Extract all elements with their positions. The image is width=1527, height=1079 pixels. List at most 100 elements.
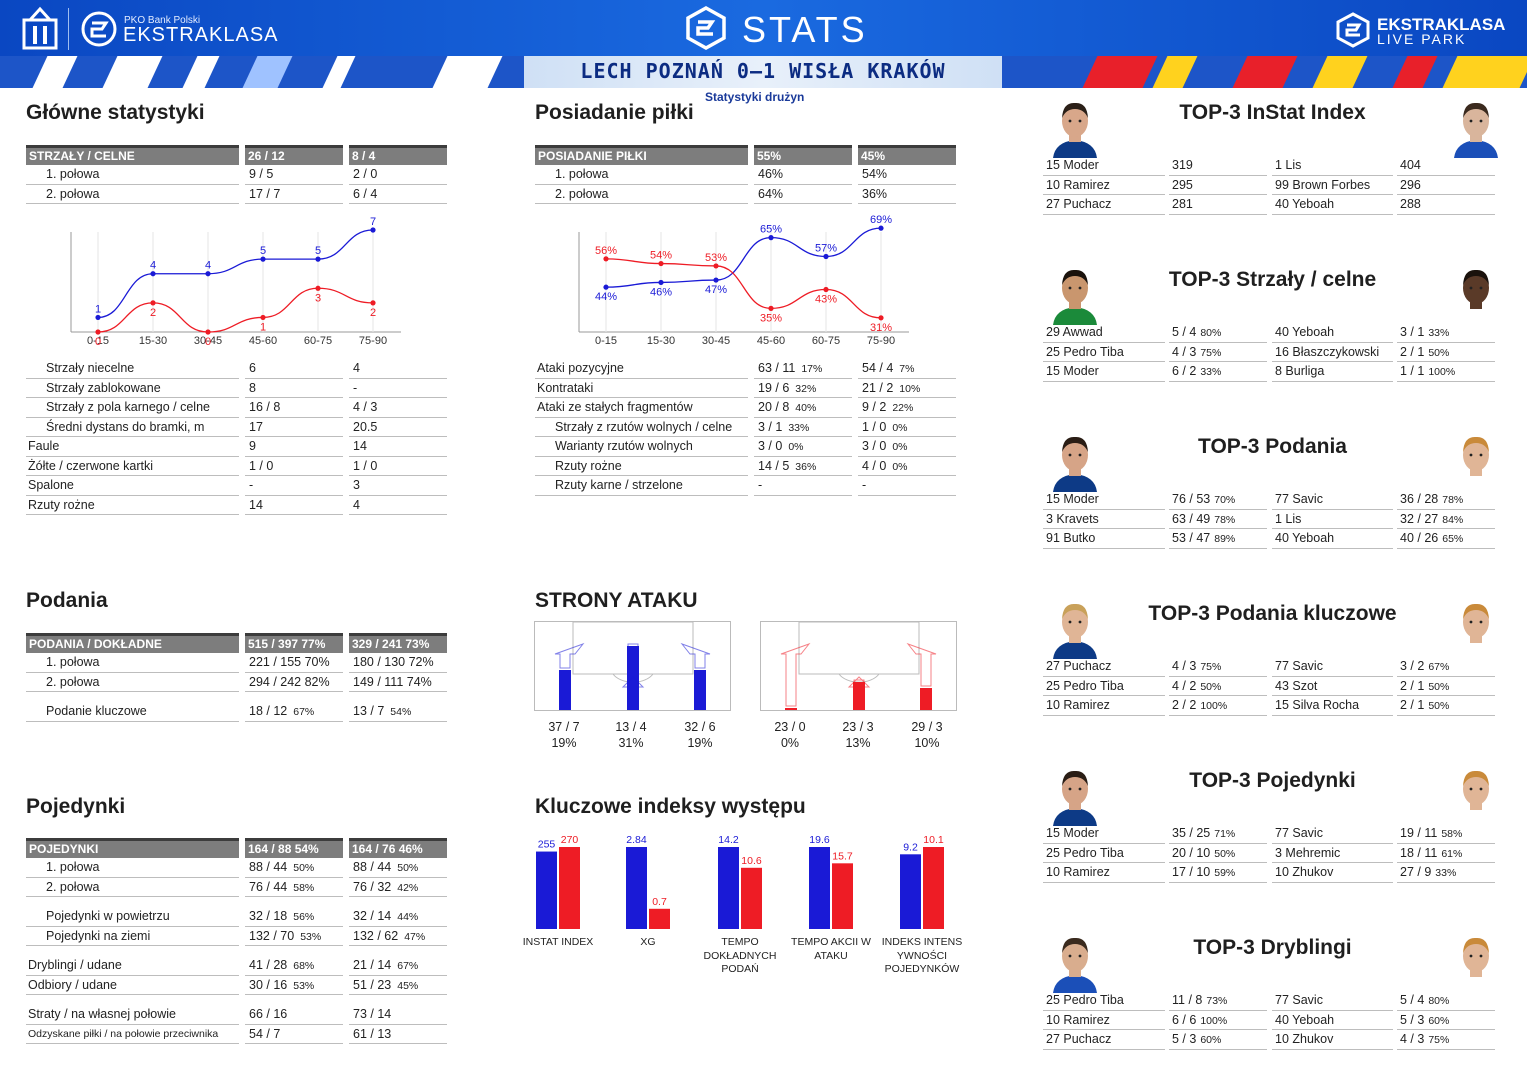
player-photo-away — [1454, 770, 1498, 826]
table-row: Odbiory / udane 30 / 16 53% 51 / 23 45% — [0, 976, 1000, 995]
row-label: Rzuty rożne — [26, 496, 239, 515]
home-value: 221 / 155 70% — [245, 653, 343, 673]
top3-value: 11 / 8 73% — [1169, 991, 1267, 1011]
penalty-arc — [838, 673, 880, 683]
top3-percent: 84% — [1442, 513, 1464, 526]
top3-value: 76 / 53 70% — [1169, 490, 1267, 510]
top3-percent: 100% — [1428, 366, 1456, 378]
home-percent: 53% — [293, 979, 315, 992]
away-value-text: 61 / 13 — [353, 1026, 392, 1041]
away-value-text: - — [862, 478, 867, 492]
pitch-svg — [554, 621, 711, 710]
home-value: 14 — [245, 496, 343, 515]
top3-name: 40 Yeboah — [1272, 1011, 1393, 1030]
away-value: 3 / 0 0% — [858, 437, 956, 457]
attack-side-value: 37 / 7 19% — [534, 719, 594, 751]
top3-percent: 65% — [1442, 533, 1464, 545]
home-value-text: 30 / 16 — [249, 977, 288, 992]
top3-name: 8 Burliga — [1272, 362, 1393, 382]
away-percent: 22% — [892, 402, 914, 414]
top3-name: 77 Savic — [1272, 824, 1393, 844]
top3-value-text: 18 / 11 — [1400, 845, 1438, 860]
top3-name: 10 Ramirez — [1043, 696, 1165, 716]
key-index-category-line: TEMPO — [721, 936, 759, 948]
home-percent: 68% — [293, 960, 315, 972]
top3-value: 5 / 4 80% — [1169, 323, 1267, 343]
player-photo-home-wrap — [1049, 931, 1101, 993]
key-index-category-line: ATAKU — [814, 949, 848, 962]
table-header-cell: 8 / 4 — [349, 145, 447, 165]
table-header-row: POJEDYNKI 164 / 88 54% 164 / 76 46% — [0, 838, 1000, 858]
away-value: 2 / 0 — [349, 165, 447, 185]
top3-value: 19 / 11 58% — [1397, 824, 1495, 844]
attack-side-value: 13 / 4 31% — [601, 719, 661, 751]
attack-arrow-icon — [906, 642, 937, 687]
away-value-text: 4 — [353, 361, 360, 375]
attack-arrow-icon — [621, 643, 645, 688]
home-percent: 56% — [293, 911, 315, 923]
home-value: 76 / 44 58% — [245, 878, 343, 897]
row-label: Ataki ze stałych fragmentów — [535, 398, 748, 418]
top3-name-text: 15 Silva Rocha — [1275, 698, 1360, 712]
top3-percent: 60% — [1428, 1014, 1450, 1027]
away-value: 4 / 0 0% — [858, 457, 956, 476]
top3-name: 16 Błaszczykowski — [1272, 343, 1393, 362]
top3-title: TOP-3 Podania kluczowe — [1148, 602, 1397, 625]
top3-value: 295 — [1169, 176, 1267, 195]
top3-percent: 58% — [1441, 828, 1463, 840]
home-value-text: 17 — [249, 419, 263, 434]
top3-value: 40 / 26 65% — [1397, 529, 1495, 549]
top3-name: 10 Zhukov — [1272, 1030, 1393, 1050]
possession-by-period-chart: 0-15 15-30 30-45 45-60 60-75 75-90 44% 46% 47% 65… — [578, 214, 909, 347]
row-label: 1. połowa — [26, 653, 239, 673]
top3-value: 53 / 47 89% — [1169, 529, 1267, 549]
top3-name-text: 27 Puchacz — [1046, 197, 1112, 211]
attack-side-percent: 19% — [687, 736, 713, 750]
away-value-text: 14 — [353, 439, 367, 453]
away-value: 36% — [858, 185, 956, 204]
attack-side-value: 23 / 0 0% — [760, 719, 820, 751]
top3-name: 77 Savic — [1272, 657, 1393, 677]
top3-percent: 50% — [1428, 700, 1450, 712]
top3-value-text: 296 — [1400, 177, 1421, 192]
key-index-value: 10.6 — [741, 855, 762, 867]
attack-side-count: 37 / 7 — [548, 720, 580, 734]
top3-name: 10 Ramirez — [1043, 176, 1165, 195]
top3-value: 2 / 1 50% — [1397, 677, 1495, 696]
home-value: 30 / 16 53% — [245, 976, 343, 995]
top3-percent: 75% — [1200, 661, 1222, 673]
data-label: 31% — [870, 322, 892, 334]
header-top-bar — [0, 0, 1527, 56]
table-row: Warianty rzutów wolnych 3 / 0 0% 3 / 0 0% — [0, 437, 1000, 457]
away-value: 32 / 14 44% — [349, 907, 447, 927]
key-index-category: INDEKS INTENS YWNOŚCI POJEDYNKÓW — [877, 936, 967, 977]
top3-title: TOP-3 Pojedynki — [1189, 769, 1356, 792]
away-percent: 54% — [390, 706, 412, 718]
data-label: 65% — [760, 224, 782, 236]
top3-name: 91 Butko — [1043, 529, 1165, 549]
home-value-text: 3 / 0 — [758, 439, 783, 453]
x-tick-label: 0-15 — [595, 335, 617, 347]
top3-name-text: 25 Pedro Tiba — [1046, 993, 1124, 1007]
top3-value-text: 76 / 53 — [1172, 492, 1211, 506]
top3-value: 17 / 10 59% — [1169, 863, 1267, 883]
home-value: 17 / 7 — [245, 185, 343, 204]
data-point — [260, 256, 266, 262]
home-value-text: 3 / 1 — [758, 419, 783, 434]
away-value: 1 / 0 0% — [858, 418, 956, 437]
attack-arrow-icon — [554, 642, 585, 669]
home-value-text: 20 / 8 — [758, 400, 790, 414]
top3-name: 99 Brown Forbes — [1272, 176, 1393, 195]
key-index-category: TEMPO AKCII W ATAKU — [786, 936, 876, 963]
top3-name-text: 40 Yeboah — [1275, 1012, 1335, 1027]
top3-title: TOP-3 InStat Index — [1179, 101, 1366, 124]
key-index-bar — [626, 847, 647, 929]
row-label: 2. połowa — [26, 878, 239, 897]
row-label: Straty / na własnej połowie — [26, 1005, 239, 1025]
home-value: 64% — [754, 185, 852, 204]
top3-percent: 80% — [1200, 327, 1222, 339]
away-percent: 0% — [892, 441, 908, 453]
home-value: 17 — [245, 418, 343, 437]
table-row: Strzały niecelne 6 4 — [0, 359, 1000, 379]
table-row: Strzały z rzutów wolnych / celne 3 / 1 33%… — [0, 418, 1000, 437]
